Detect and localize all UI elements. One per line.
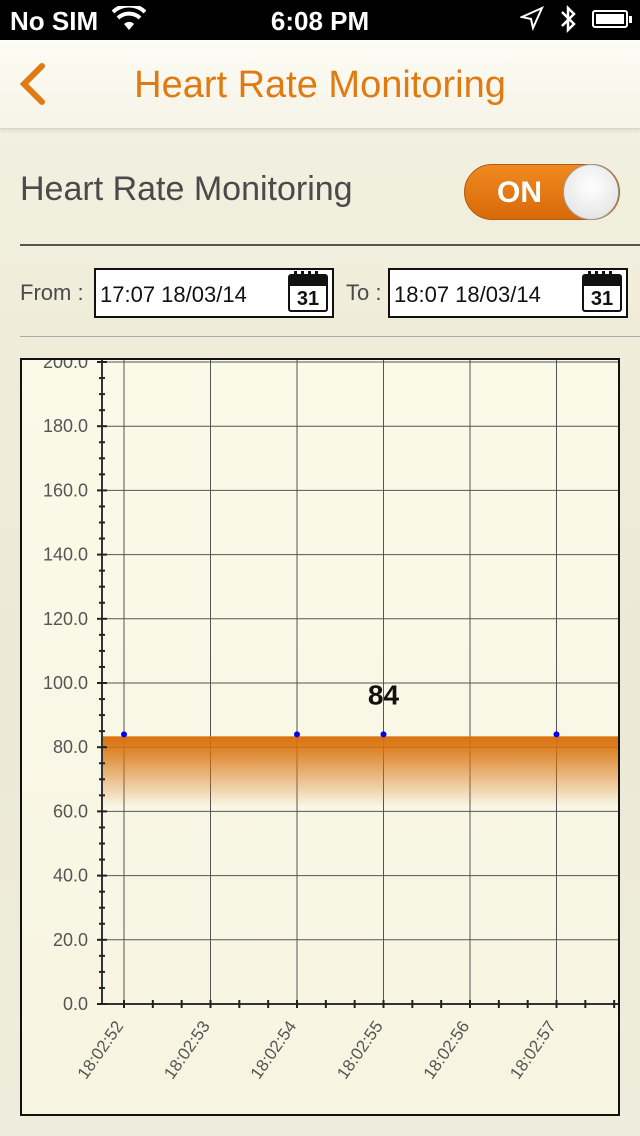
y-tick-label: 80.0: [53, 737, 88, 757]
section-divider: [20, 244, 640, 246]
wifi-icon: [111, 3, 147, 39]
x-tick-label: 18:02:56: [420, 1017, 474, 1082]
data-point: [121, 731, 127, 738]
x-tick-label: 18:02:53: [160, 1017, 214, 1082]
to-date-value: 18:07 18/03/14: [394, 282, 541, 307]
y-tick-label: 180.0: [43, 416, 88, 436]
from-date-value: 17:07 18/03/14: [100, 282, 247, 307]
calendar-icon[interactable]: 31: [288, 271, 328, 312]
date-range-row: From : 17:07 18/03/14 31 To : 18:07 18/0…: [0, 266, 640, 322]
status-bar: No SIM 6:08 PM: [0, 0, 640, 40]
data-point: [294, 731, 300, 738]
y-tick-label: 40.0: [53, 866, 88, 886]
heart-rate-band: [103, 736, 618, 807]
heart-rate-chart: 0.0 20.0 40.0 60.0 80.0 100.0 120.0 140.0 160.0 1…: [20, 358, 620, 1116]
carrier-label: No SIM: [10, 6, 99, 36]
toggle-on-text: ON: [497, 176, 542, 209]
battery-icon: [592, 10, 632, 28]
clock: 6:08 PM: [270, 6, 370, 36]
from-label: From :: [20, 280, 84, 305]
monitoring-toggle[interactable]: ON: [464, 164, 620, 220]
data-point: [380, 731, 387, 738]
x-tick-label: 18:02:54: [247, 1017, 301, 1082]
location-icon: [518, 6, 544, 39]
heart-rate-chart-svg: 0.0 20.0 40.0 60.0 80.0 100.0 120.0 140.0 160.0 1…: [43, 360, 618, 1083]
data-point: [553, 731, 560, 738]
y-tick-label: 20.0: [53, 930, 88, 950]
monitoring-setting-row: Heart Rate Monitoring ON: [0, 150, 640, 240]
y-tick-label: 200.0: [43, 360, 88, 372]
toggle-knob[interactable]: [563, 164, 619, 220]
page-title: Heart Rate Monitoring: [134, 64, 506, 106]
y-tick-label: 160.0: [43, 480, 88, 500]
to-label: To :: [346, 280, 382, 305]
x-tick-label: 18:02:57: [506, 1017, 560, 1082]
y-tick-label: 100.0: [43, 673, 88, 693]
to-date-field[interactable]: 18:07 18/03/14 31: [388, 268, 628, 318]
back-button[interactable]: [18, 54, 48, 119]
x-tick-label: 18:02:52: [74, 1017, 128, 1082]
data-label: 84: [368, 679, 400, 710]
y-tick-label: 0.0: [63, 994, 88, 1014]
nav-bar: Heart Rate Monitoring: [0, 40, 640, 129]
chevron-left-icon: [19, 63, 45, 105]
calendar-icon[interactable]: 31: [582, 271, 622, 312]
y-tick-label: 140.0: [43, 545, 88, 565]
from-date-field[interactable]: 17:07 18/03/14 31: [94, 268, 334, 318]
monitoring-label: Heart Rate Monitoring: [20, 170, 353, 208]
bluetooth-icon: [558, 4, 578, 41]
section-divider: [20, 336, 640, 337]
y-tick-label: 120.0: [43, 609, 88, 629]
x-tick-label: 18:02:55: [333, 1017, 387, 1082]
y-tick-label: 60.0: [53, 801, 88, 821]
